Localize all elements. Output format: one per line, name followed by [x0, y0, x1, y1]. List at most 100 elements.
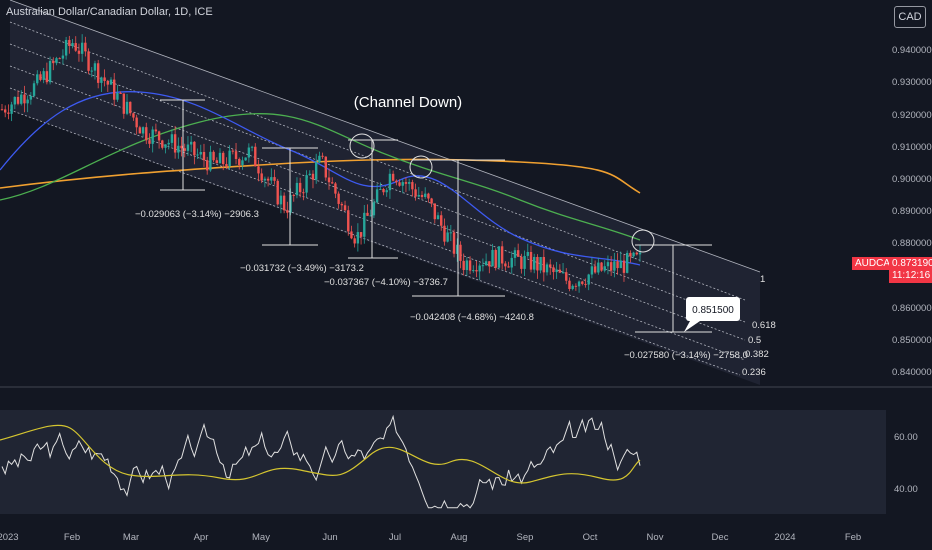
candle-body — [372, 202, 376, 216]
candle-body — [61, 55, 65, 59]
candle-body — [199, 151, 202, 155]
price-tick: 0.910000 — [892, 142, 932, 153]
price-axis[interactable]: 0.940000 0.930000 0.920000 0.910000 0.90… — [892, 45, 932, 378]
candle-body — [603, 266, 606, 271]
candle-body — [584, 283, 587, 285]
candle-body — [536, 256, 539, 271]
candle-body — [613, 261, 616, 271]
target-callout: 0.851500 — [684, 297, 740, 332]
candle-body — [87, 51, 90, 71]
candle-body — [542, 257, 546, 273]
target-label: 0.851500 — [692, 305, 734, 316]
candle-body — [257, 166, 260, 174]
candle-body — [68, 39, 71, 46]
candle-body — [276, 180, 279, 205]
candle-body — [164, 144, 167, 148]
candle-body — [90, 70, 93, 72]
time-tick: Sep — [517, 532, 534, 543]
price-tick: 0.940000 — [892, 45, 932, 56]
candle-body — [449, 232, 453, 234]
candle-body — [305, 175, 308, 193]
currency-button[interactable]: CAD — [894, 6, 926, 28]
candle-body — [103, 77, 106, 82]
rsi-ma-line — [0, 424, 641, 484]
candle-body — [324, 156, 328, 178]
candle-body — [388, 173, 392, 191]
candle-body — [241, 160, 244, 166]
candle-body — [404, 182, 408, 184]
candle-body — [106, 81, 109, 85]
candle-body — [32, 83, 36, 96]
candle-body — [549, 264, 552, 268]
candle-body — [590, 266, 594, 275]
candle-body — [385, 190, 388, 193]
candle-body — [282, 195, 286, 211]
candle-body — [427, 193, 430, 199]
time-tick: Dec — [712, 532, 729, 543]
candle-body — [215, 160, 219, 164]
price-value: 0.873190 — [892, 258, 932, 269]
candle-body — [29, 95, 33, 100]
candle-body — [440, 215, 443, 226]
fib-label-05: 0.5 — [748, 335, 761, 346]
time-axis[interactable]: 2023 Feb Mar Apr May Jun Jul Aug Sep Oct… — [0, 532, 861, 543]
candle-body — [619, 260, 622, 269]
candle-body — [321, 155, 324, 157]
candle-body — [558, 269, 562, 273]
candle-body — [379, 188, 382, 190]
candle-body — [116, 92, 119, 100]
price-tick: 0.900000 — [892, 174, 932, 185]
candle-body — [552, 267, 555, 273]
candle-body — [58, 58, 61, 60]
candle-body — [516, 250, 520, 257]
candle-body — [113, 79, 116, 100]
candle-body — [359, 232, 363, 237]
candle-body — [398, 182, 401, 186]
candle-body — [132, 113, 135, 118]
candle-body — [84, 42, 87, 52]
candle-body — [270, 177, 273, 181]
candle-body — [353, 238, 356, 244]
candle-body — [16, 96, 20, 104]
rsi-band — [0, 410, 886, 514]
candle-body — [302, 192, 305, 194]
price-tick: 0.920000 — [892, 110, 932, 121]
candle-body — [571, 285, 574, 289]
candle-body — [151, 129, 154, 144]
candle-body — [625, 252, 629, 273]
candle-body — [366, 212, 369, 216]
candle-body — [145, 127, 148, 141]
candle-body — [597, 262, 600, 273]
candle-body — [545, 264, 549, 273]
candle-body — [484, 261, 488, 266]
candle-body — [212, 151, 215, 161]
candle-body — [129, 101, 132, 114]
candle-body — [218, 152, 222, 164]
candle-body — [375, 189, 379, 203]
candle-body — [55, 58, 58, 64]
candle-body — [436, 215, 440, 220]
candle-body — [45, 71, 49, 83]
time-tick: May — [252, 532, 270, 543]
candle-body — [456, 244, 459, 254]
candle-body — [48, 60, 52, 83]
time-tick: Oct — [583, 532, 598, 543]
candle-body — [488, 261, 491, 267]
candle-body — [39, 74, 42, 80]
time-tick: Jun — [322, 532, 337, 543]
time-tick: Nov — [647, 532, 664, 543]
top-circles — [349, 133, 655, 253]
candle-body — [119, 92, 122, 94]
price-tick: 0.840000 — [892, 367, 932, 378]
time-tick: 2023 — [0, 532, 19, 543]
candle-body — [289, 194, 292, 213]
fib-label-0236: 0.236 — [742, 367, 766, 378]
candle-body — [193, 141, 196, 156]
measure-label-2: −0.031732 (−3.49%) −3173.2 — [240, 263, 364, 274]
candle-body — [417, 194, 420, 197]
candle-body — [606, 262, 610, 267]
candle-body — [125, 101, 129, 114]
candle-body — [263, 178, 267, 181]
candle-body — [234, 151, 238, 159]
